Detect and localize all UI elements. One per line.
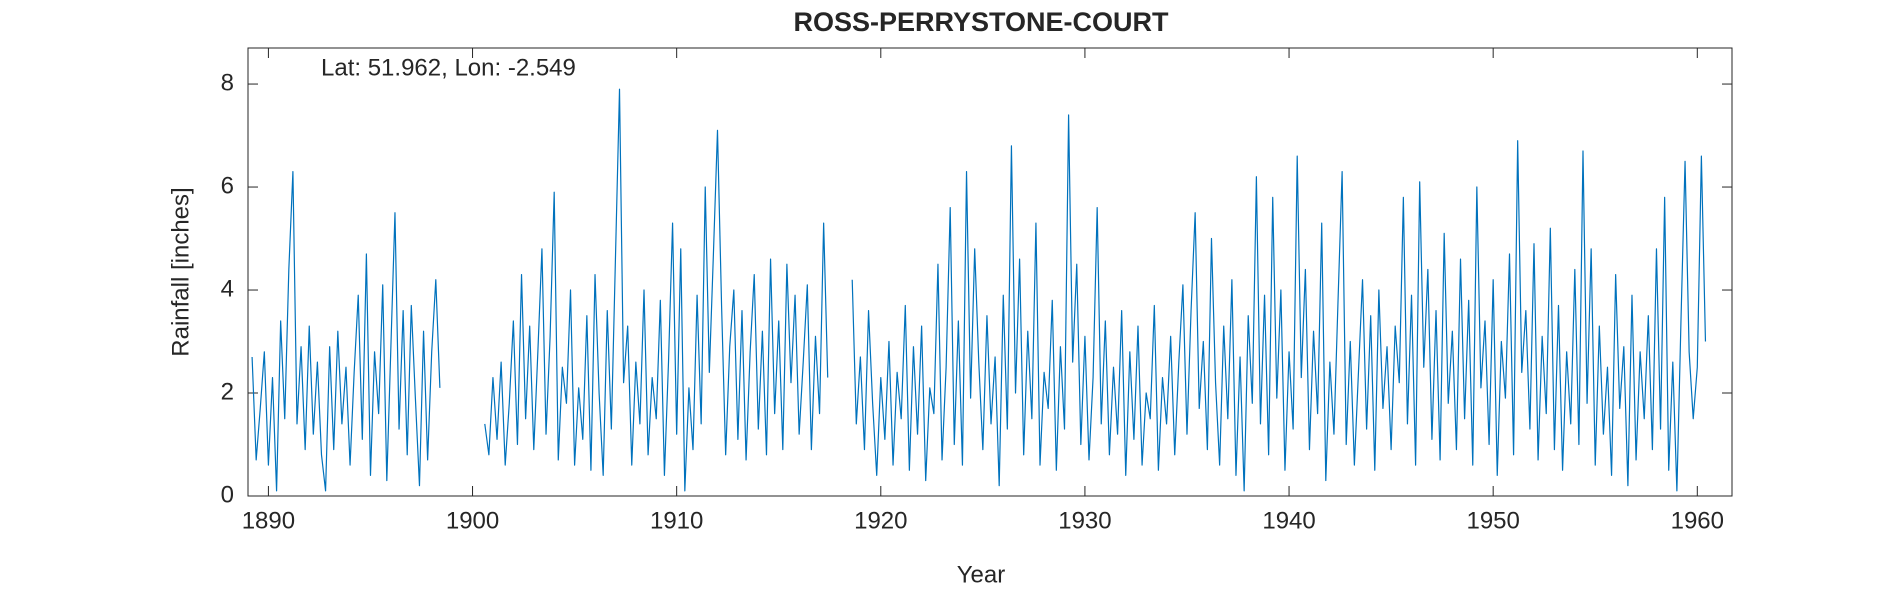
y-tick-label: 4 (221, 275, 234, 302)
x-tick-label: 1950 (1466, 507, 1519, 534)
data-line (251, 88, 1707, 492)
x-tick-label: 1940 (1262, 507, 1315, 534)
x-axis-label: Year (957, 561, 1006, 588)
y-tick-label: 0 (221, 481, 234, 508)
x-tick-label: 1920 (854, 507, 907, 534)
annotation: Lat: 51.962, Lon: -2.549 (321, 54, 576, 81)
x-tick-label: 1930 (1058, 507, 1111, 534)
y-tick-label: 2 (221, 378, 234, 405)
y-tick-label: 6 (221, 172, 234, 199)
x-tick-label: 1890 (242, 507, 295, 534)
x-tick-label: 1960 (1671, 507, 1724, 534)
x-tick-label: 1900 (446, 507, 499, 534)
y-axis-label: Rainfall [inches] (167, 187, 194, 356)
x-tick-label: 1910 (650, 507, 703, 534)
chart-title: ROSS-PERRYSTONE-COURT (793, 7, 1169, 37)
y-tick-label: 8 (221, 69, 234, 96)
